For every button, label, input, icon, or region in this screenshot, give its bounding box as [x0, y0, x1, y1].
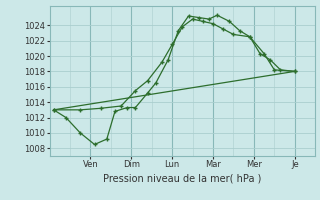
X-axis label: Pression niveau de la mer( hPa ): Pression niveau de la mer( hPa ): [103, 173, 261, 183]
